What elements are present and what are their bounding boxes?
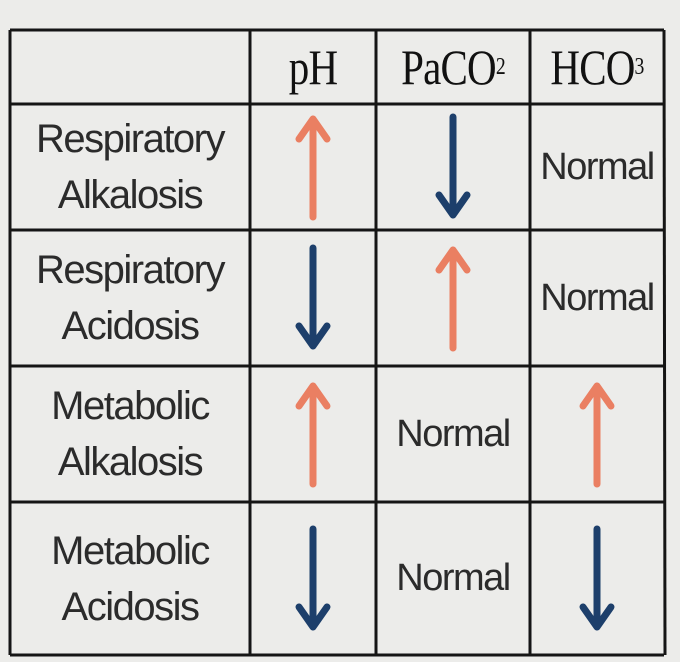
arrow-down-icon xyxy=(435,113,471,219)
header-hco3-subscript: 3 xyxy=(634,53,645,80)
row-label-line2: Acidosis xyxy=(61,584,200,629)
grid-vertical-line xyxy=(662,29,667,656)
cell-ph xyxy=(250,502,376,655)
normal-label: Normal xyxy=(540,145,655,188)
row-label-line1: Respiratory xyxy=(35,248,226,292)
arrow-up-icon xyxy=(295,382,331,488)
header-ph: pH xyxy=(261,30,364,104)
normal-label: Normal xyxy=(396,412,511,455)
header-ph-label: pH xyxy=(288,39,338,95)
cell-hco3: Normal xyxy=(530,104,664,230)
row-label-line1: Metabolic xyxy=(51,528,210,573)
cell-paco2 xyxy=(376,104,530,230)
header-paco2-label: PaCO xyxy=(401,39,497,95)
header-hco3: HCO 3 xyxy=(542,30,652,104)
normal-label: Normal xyxy=(396,557,511,599)
row-label-cell: Metabolic Acidosis xyxy=(10,502,250,655)
row-label-line2: Acidosis xyxy=(61,304,200,348)
arrow-up-icon xyxy=(435,246,471,352)
header-paco2-subscript: 2 xyxy=(495,53,506,80)
arrow-up-icon xyxy=(295,115,331,221)
cell-hco3: Normal xyxy=(530,230,664,366)
arrow-down-icon xyxy=(579,525,615,630)
row-label-line1: Metabolic xyxy=(51,384,210,428)
cell-paco2 xyxy=(376,230,530,366)
row-label-line1: Respiratory xyxy=(35,117,226,161)
header-hco3-label: HCO xyxy=(550,39,635,95)
cell-paco2: Normal xyxy=(376,502,530,655)
header-paco2: PaCO 2 xyxy=(390,30,516,104)
cell-ph xyxy=(250,366,376,502)
row-label-cell: Metabolic Alkalosis xyxy=(10,366,250,502)
row-label-line2: Alkalosis xyxy=(57,173,204,217)
row-label-cell: Respiratory Alkalosis xyxy=(10,104,250,230)
cell-ph xyxy=(250,230,376,366)
arrow-down-icon xyxy=(295,525,331,630)
arrow-down-icon xyxy=(295,244,331,350)
cell-hco3 xyxy=(530,502,664,655)
row-label-line2: Alkalosis xyxy=(57,440,204,484)
cell-hco3 xyxy=(530,366,664,502)
normal-label: Normal xyxy=(540,276,655,319)
header-empty-cell xyxy=(10,30,250,104)
cell-paco2: Normal xyxy=(376,366,530,502)
arrow-up-icon xyxy=(579,382,615,488)
cell-ph xyxy=(250,104,376,230)
row-label-cell: Respiratory Acidosis xyxy=(10,230,250,366)
